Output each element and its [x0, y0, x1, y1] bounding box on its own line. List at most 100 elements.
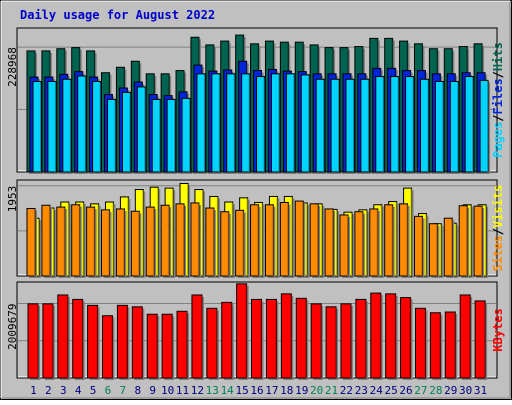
bar-sites: [86, 206, 96, 277]
bar-kbytes: [280, 293, 292, 379]
bar-kbytes: [161, 313, 173, 379]
x-tick-label: 7: [120, 384, 127, 397]
bar-kbytes: [57, 294, 69, 379]
bar-pages: [315, 78, 325, 173]
bar-kbytes: [116, 304, 128, 379]
x-tick-label: 12: [191, 384, 204, 397]
bar-pages: [464, 76, 474, 173]
bar-pages: [47, 80, 57, 173]
bar-kbytes: [459, 294, 471, 379]
bar-sites: [458, 205, 468, 277]
legend-item: KBytes: [491, 308, 505, 351]
bar-pages: [390, 76, 400, 173]
bar-kbytes: [355, 298, 367, 379]
bar-kbytes: [102, 315, 114, 379]
x-tick-label: 29: [444, 384, 457, 397]
bar-kbytes: [444, 311, 456, 379]
bar-sites: [324, 208, 334, 277]
legend-item: Files: [491, 78, 505, 114]
x-tick-label: 22: [340, 384, 353, 397]
bar-sites: [413, 215, 423, 277]
bar-pages: [479, 79, 489, 173]
bar-sites: [354, 211, 364, 277]
x-tick-label: 19: [295, 384, 308, 397]
y-tick-label: 2009679: [6, 304, 19, 350]
x-tick-label: 6: [105, 384, 112, 397]
x-tick-label: 2: [45, 384, 52, 397]
bar-pages: [375, 76, 385, 173]
bar-sites: [130, 210, 140, 277]
legend-item: Hits: [491, 42, 505, 71]
legend-item: Visits: [491, 185, 505, 228]
bar-sites: [175, 203, 185, 277]
bar-kbytes: [146, 313, 158, 379]
legend-item: /: [491, 228, 505, 235]
bar-sites: [115, 208, 125, 277]
legend-kbytes: KBytes: [491, 308, 505, 351]
bar-sites: [235, 209, 245, 277]
x-tick-label: 18: [280, 384, 293, 397]
x-tick-label: 31: [474, 384, 487, 397]
bar-sites: [279, 201, 289, 277]
legend-item: /: [491, 71, 505, 78]
bar-sites: [220, 211, 230, 277]
bar-kbytes: [429, 312, 441, 379]
bar-pages: [107, 98, 117, 173]
bar-sites: [369, 208, 379, 277]
bar-kbytes: [236, 283, 248, 379]
legend-item: Pages: [491, 122, 505, 158]
bar-kbytes: [295, 297, 307, 379]
bar-kbytes: [265, 298, 277, 379]
bar-kbytes: [414, 307, 426, 379]
bar-pages: [226, 73, 236, 173]
bar-pages: [300, 74, 310, 173]
bar-sites: [309, 203, 319, 277]
bar-pages: [181, 97, 191, 173]
bar-kbytes: [400, 297, 412, 379]
bar-kbytes: [72, 298, 84, 379]
bar-kbytes: [370, 292, 382, 379]
x-tick-label: 25: [385, 384, 398, 397]
legend-visits-sites: Sites/Visits: [491, 185, 505, 272]
x-tick-label: 27: [414, 384, 427, 397]
x-tick-label: 9: [149, 384, 156, 397]
x-tick-label: 16: [250, 384, 263, 397]
bar-sites: [26, 207, 36, 277]
bar-sites: [428, 223, 438, 277]
bar-pages: [77, 75, 87, 173]
bar-pages: [256, 76, 266, 173]
panel-visits-sites: 1953 Sites/Visits: [6, 179, 505, 278]
bar-pages: [62, 78, 72, 173]
bar-pages: [151, 98, 161, 173]
bar-kbytes: [251, 298, 263, 379]
bar-sites: [160, 204, 170, 277]
x-tick-label: 13: [206, 384, 219, 397]
bar-sites: [250, 204, 260, 277]
bar-kbytes: [221, 301, 233, 379]
x-tick-label: 30: [459, 384, 472, 397]
bar-sites: [145, 206, 155, 277]
bar-sites: [339, 214, 349, 277]
x-tick-label: 5: [90, 384, 97, 397]
x-tick-label: 28: [429, 384, 442, 397]
bar-sites: [56, 206, 66, 277]
x-tick-label: 24: [370, 384, 384, 397]
x-tick-label: 1: [30, 384, 37, 397]
bar-pages: [196, 73, 206, 173]
bar-sites: [101, 209, 111, 277]
bar-kbytes: [191, 294, 203, 379]
x-tick-label: 23: [355, 384, 368, 397]
x-tick-label: 8: [134, 384, 141, 397]
x-tick-label: 14: [221, 384, 235, 397]
chart-title: Daily usage for August 2022: [20, 8, 215, 22]
x-tick-label: 20: [310, 384, 323, 397]
legend-item: /: [491, 114, 505, 121]
bar-pages: [211, 73, 221, 173]
bar-sites: [71, 204, 81, 277]
legend-item: Sites: [491, 235, 505, 271]
bar-kbytes: [42, 303, 54, 379]
panel-kbytes: 2009679 KBytes: [6, 281, 505, 380]
x-tick-label: 11: [176, 384, 189, 397]
